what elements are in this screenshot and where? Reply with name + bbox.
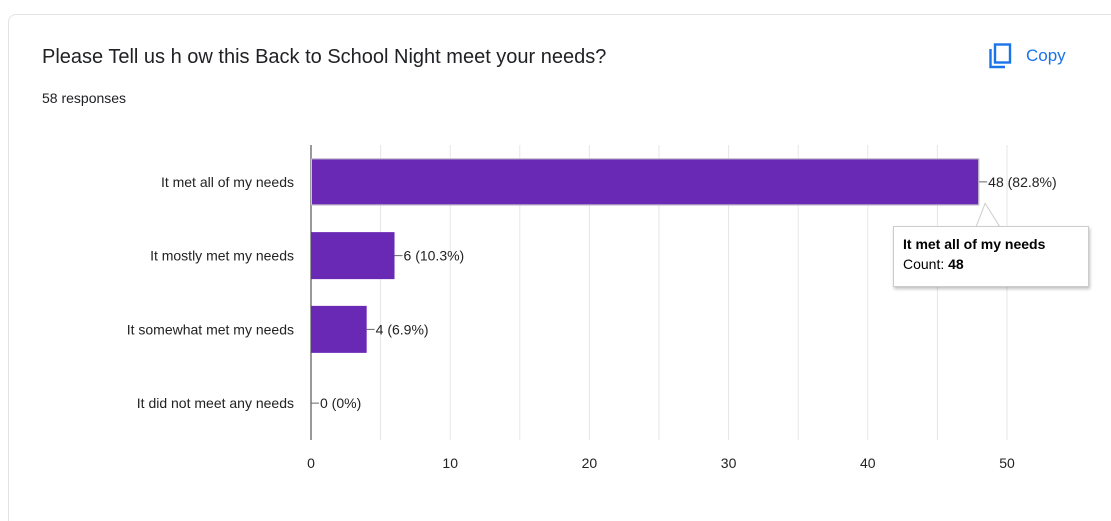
data-label: 6 (10.3%) — [404, 248, 465, 264]
category-label: It did not meet any needs — [137, 395, 294, 411]
data-label: 4 (6.9%) — [376, 321, 429, 337]
chart-card — [8, 14, 1111, 521]
copy-icon — [989, 43, 1012, 69]
data-label: 0 (0%) — [320, 395, 361, 411]
bar — [311, 305, 367, 353]
tooltip-count-value: 48 — [948, 256, 964, 272]
tooltip-count: Count: 48 — [903, 254, 1088, 274]
x-tick-label: 10 — [442, 455, 458, 471]
tooltip-pointer — [975, 202, 1001, 228]
x-tick-label: 20 — [582, 455, 598, 471]
x-tick-label: 50 — [999, 455, 1015, 471]
response-count: 58 responses — [42, 90, 127, 106]
copy-button[interactable]: Copy — [988, 38, 1066, 74]
copy-label: Copy — [1026, 46, 1066, 65]
tooltip-title: It met all of my needs — [903, 236, 1046, 252]
bar — [311, 158, 980, 206]
x-tick-label: 0 — [307, 455, 315, 471]
bar — [311, 232, 395, 280]
category-label: It somewhat met my needs — [127, 321, 294, 337]
bar-tooltip: It met all of my needs Count: 48 — [893, 226, 1089, 287]
category-label: It mostly met my needs — [150, 248, 294, 264]
data-label: 48 (82.8%) — [988, 174, 1056, 190]
x-tick-label: 30 — [721, 455, 737, 471]
x-tick-label: 40 — [860, 455, 876, 471]
category-label: It met all of my needs — [161, 174, 294, 190]
bar-highlight — [311, 158, 980, 206]
tooltip-count-label: Count: — [903, 256, 949, 272]
question-title: Please Tell us h ow this Back to School … — [42, 46, 607, 68]
